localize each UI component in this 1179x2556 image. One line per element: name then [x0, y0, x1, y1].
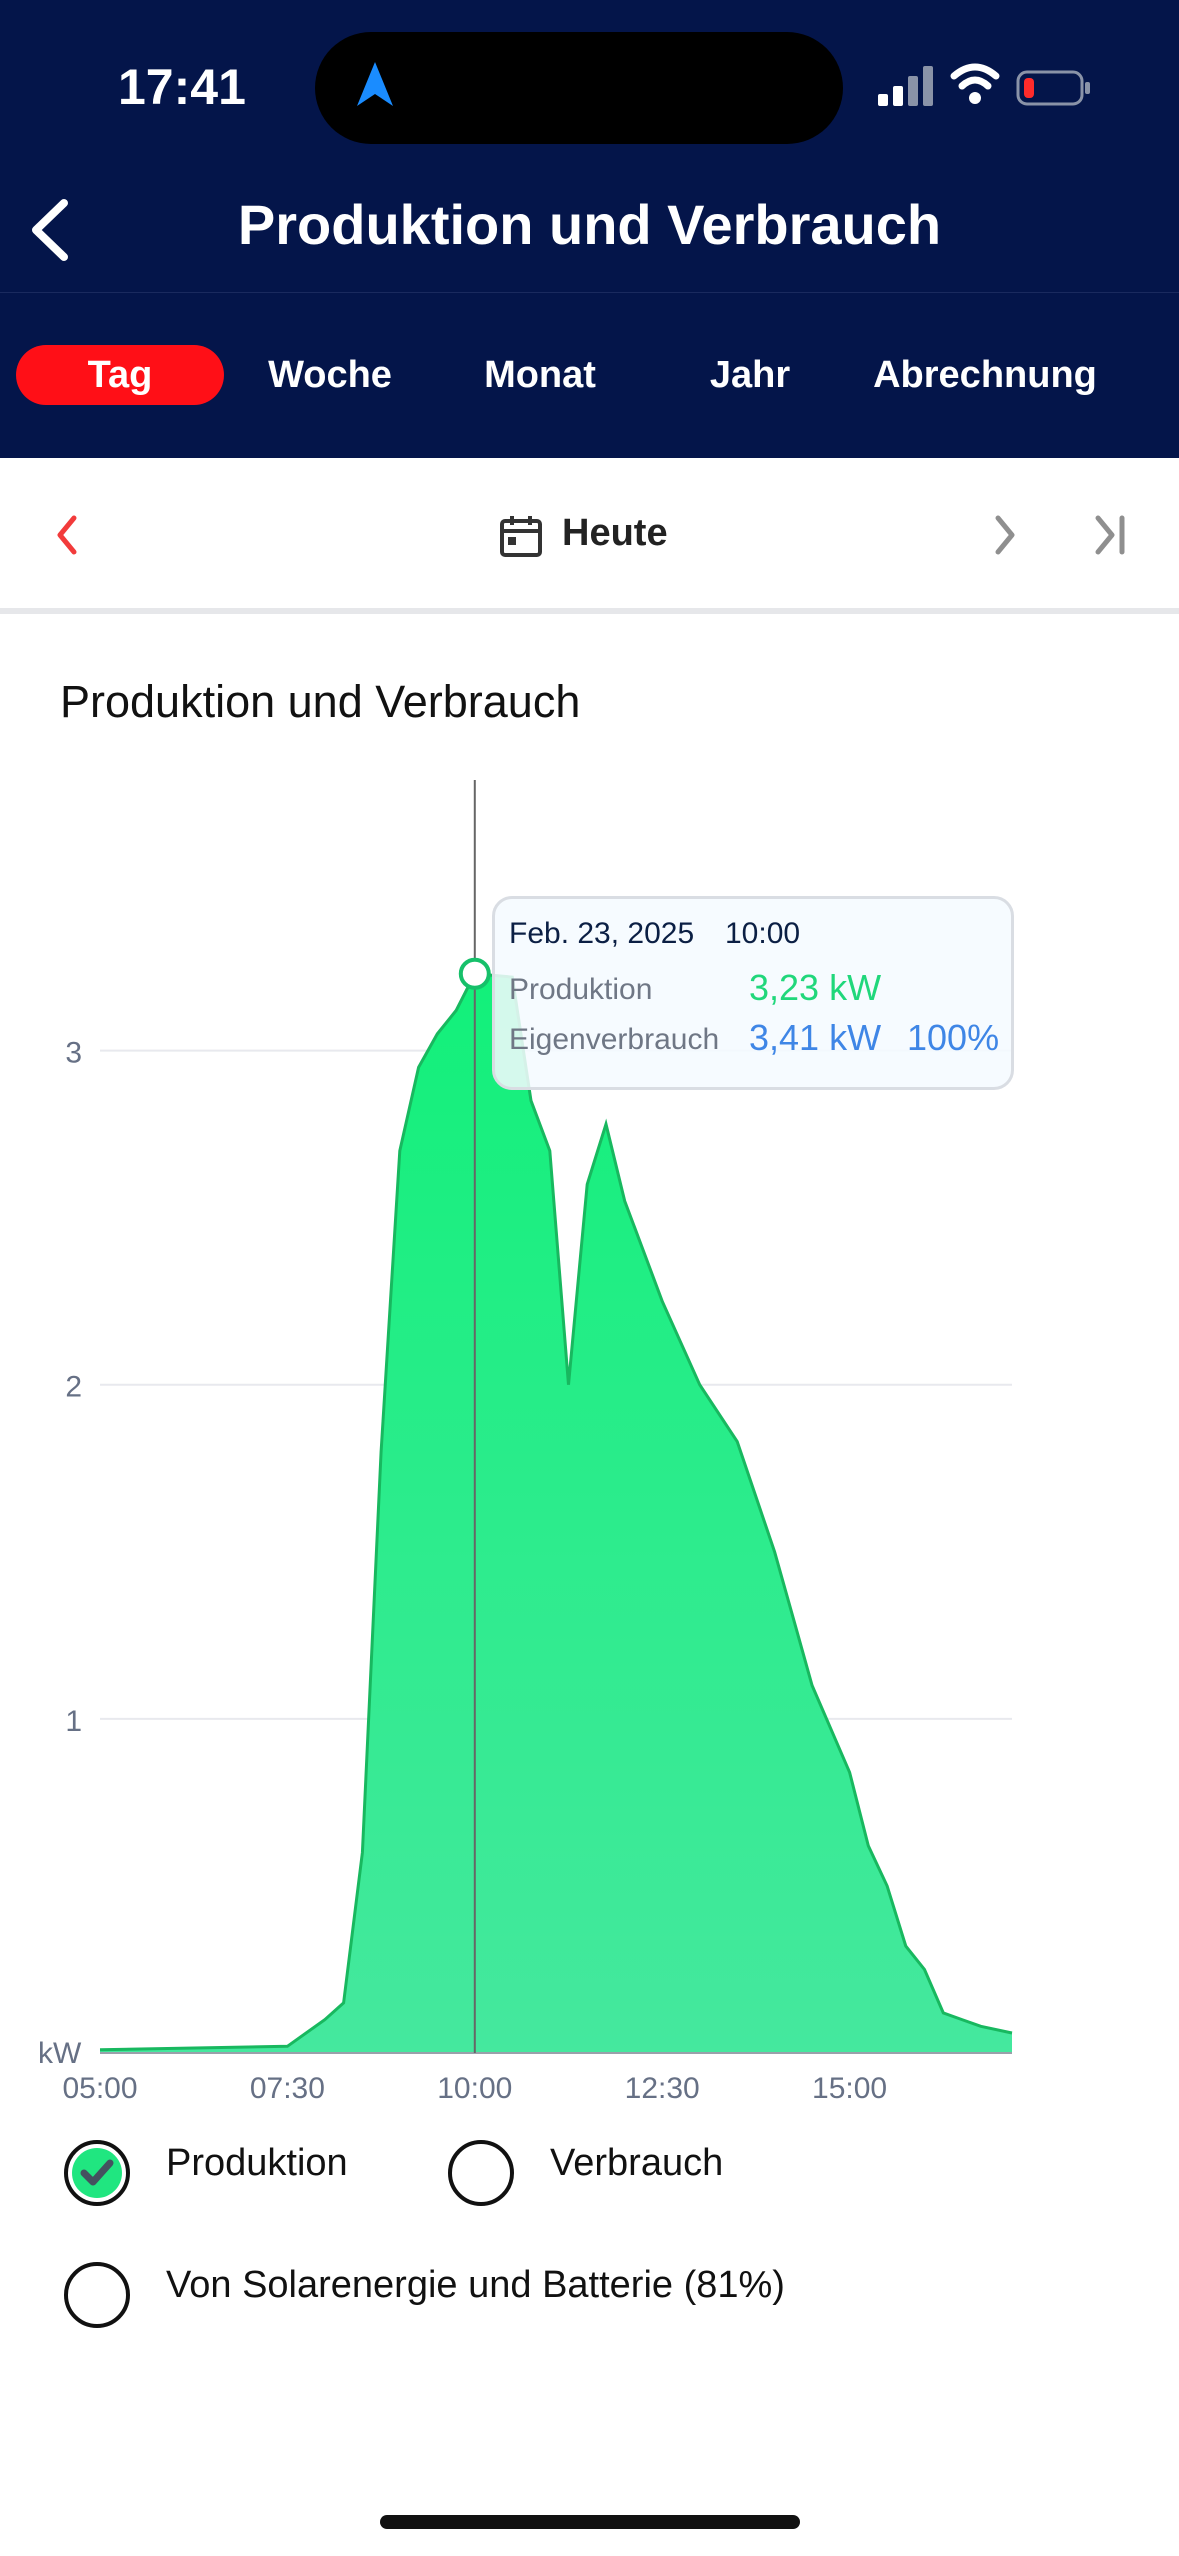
- x-tick-label-0730: 07:30: [250, 2072, 325, 2105]
- tab-monat[interactable]: Monat: [484, 354, 596, 396]
- legend-production-label: Produktion: [166, 2142, 348, 2184]
- skip-to-end-button[interactable]: [1090, 510, 1130, 560]
- home-indicator: [380, 2515, 800, 2529]
- app-header: [0, 170, 1179, 292]
- tab-tag[interactable]: Tag: [16, 345, 224, 405]
- highlight-point: [458, 957, 491, 990]
- status-bar: 17:41: [0, 0, 1179, 170]
- tooltip-production-value: 3,23 kW: [749, 967, 882, 1008]
- checkmark-icon: [72, 2148, 122, 2198]
- tab-jahr[interactable]: Jahr: [709, 354, 791, 396]
- date-label[interactable]: Heute: [562, 512, 668, 554]
- y-axis-unit-label: kW: [38, 2037, 82, 2070]
- x-tick-label-1500: 15:00: [812, 2072, 887, 2105]
- tab-woche[interactable]: Woche: [268, 354, 392, 396]
- tab-abrechnung[interactable]: Abrechnung: [873, 354, 1097, 396]
- y-tick-label-1: 1: [65, 1705, 82, 1738]
- page-title: Produktion und Verbrauch: [237, 193, 942, 256]
- section-title: Produktion und Verbrauch: [60, 676, 581, 727]
- tooltip-date: Feb. 23, 2025: [509, 917, 695, 950]
- date-navigation: [0, 458, 1179, 614]
- x-tick-label-1230: 12:30: [625, 2072, 700, 2105]
- period-tabs: Tag Woche Monat Jahr Abrechnung: [0, 292, 1179, 459]
- cellular-signal-icon: [878, 66, 933, 106]
- status-time: 17:41: [118, 59, 246, 115]
- tooltip-self-consumption-value: 3,41 kW: [749, 1017, 882, 1058]
- legend-solar-battery-toggle[interactable]: [64, 2262, 130, 2328]
- next-date-button[interactable]: [990, 510, 1020, 560]
- y-tick-label-2: 2: [65, 1371, 82, 1404]
- tooltip-time: 10:00: [725, 917, 801, 950]
- legend-consumption-toggle[interactable]: [448, 2140, 514, 2206]
- battery-low-icon: [1016, 70, 1090, 106]
- legend-solar-battery-label: Von Solarenergie und Batterie (81%): [166, 2264, 785, 2306]
- previous-date-button[interactable]: [52, 510, 82, 560]
- legend-production-toggle[interactable]: [64, 2140, 130, 2206]
- calendar-icon[interactable]: [498, 514, 544, 560]
- chart-tooltip: Feb. 23, 2025 10:00 Produktion 3,23 kW E…: [492, 896, 1014, 1090]
- tooltip-self-consumption-label: Eigenverbrauch: [509, 1023, 720, 1056]
- back-button[interactable]: [20, 195, 80, 265]
- legend-consumption-label: Verbrauch: [550, 2142, 724, 2184]
- x-tick-label-0500: 05:00: [62, 2072, 137, 2105]
- series-line-produktion: [99, 972, 1013, 2052]
- wifi-icon: [950, 63, 1000, 104]
- y-tick-label-3: 3: [65, 1037, 82, 1070]
- dynamic-island: [315, 32, 843, 144]
- x-tick-label-1000: 10:00: [437, 2072, 512, 2105]
- location-arrow-icon: [357, 62, 393, 106]
- tooltip-production-label: Produktion: [509, 973, 653, 1006]
- series-area-produktion: [100, 973, 1012, 2054]
- tooltip-self-consumption-percent: 100%: [907, 1017, 1000, 1058]
